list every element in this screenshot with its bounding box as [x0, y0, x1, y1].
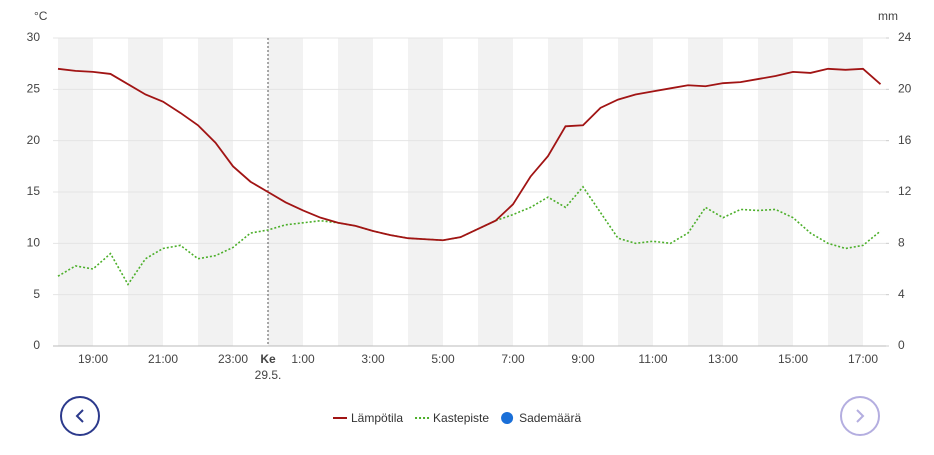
x-tick-label: 7:00 [501, 352, 525, 366]
y-tick-label: 10 [27, 236, 41, 250]
x-tick-label: Ke [260, 352, 276, 366]
x-tick-label: 17:00 [848, 352, 878, 366]
x-tick-label: 13:00 [708, 352, 738, 366]
y-tick-label: 15 [27, 184, 41, 198]
y-tick-label: 0 [33, 338, 40, 352]
y-tick-label: 30 [27, 30, 41, 44]
legend-swatch [501, 412, 514, 424]
x-tick-label: 3:00 [361, 352, 385, 366]
y2-tick-label: 24 [898, 30, 912, 44]
y-axis-label: °C [34, 9, 48, 23]
y2-tick-label: 4 [898, 287, 905, 301]
legend-label: Sademäärä [519, 411, 581, 425]
y2-axis-label: mm [878, 9, 898, 23]
y-tick-label: 5 [33, 287, 40, 301]
legend: Lämpötila Kastepiste Sademäärä [333, 411, 581, 425]
next-button[interactable] [840, 396, 880, 436]
x-tick-label: 5:00 [431, 352, 455, 366]
y-tick-label: 25 [27, 82, 41, 96]
series-line [57, 67, 882, 242]
x-tick-label: 15:00 [778, 352, 808, 366]
prev-icon[interactable] [75, 409, 84, 423]
y2-tick-label: 12 [898, 184, 912, 198]
prev-button-circle[interactable] [60, 396, 100, 436]
prev-button[interactable] [60, 396, 100, 436]
x-tick-label: 21:00 [148, 352, 178, 366]
x-date-label: 29.5. [255, 368, 282, 382]
x-tick-label: 23:00 [218, 352, 248, 366]
x-tick-label: 11:00 [638, 352, 667, 366]
legend-label: Lämpötila [351, 411, 403, 425]
plot-background [53, 37, 886, 347]
legend-label: Kastepiste [433, 411, 489, 425]
next-button-circle[interactable] [840, 396, 880, 436]
y2-tick-label: 20 [898, 82, 912, 96]
series-line [57, 185, 882, 286]
y2-tick-label: 8 [898, 236, 905, 250]
y-tick-label: 20 [27, 133, 41, 147]
x-tick-label: 19:00 [78, 352, 108, 366]
x-tick-label: 9:00 [571, 352, 595, 366]
y2-tick-label: 16 [898, 133, 912, 147]
y2-tick-label: 0 [898, 338, 905, 352]
next-icon[interactable] [856, 409, 865, 423]
x-tick-label: 1:00 [291, 352, 315, 366]
